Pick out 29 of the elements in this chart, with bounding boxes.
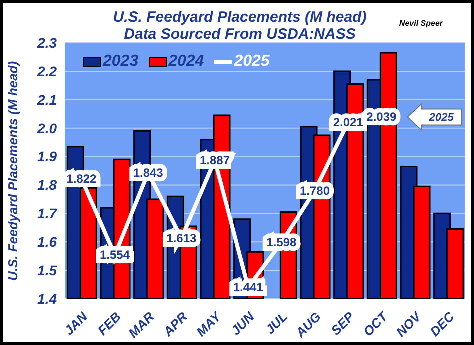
y-tick-label: 1.6: [38, 234, 58, 250]
data-label: 1.887: [200, 153, 230, 168]
arrow-callout: 2025: [406, 103, 462, 132]
chart-subtitle: Data Sourced From USDA:NASS: [124, 26, 356, 43]
data-label: 1.441: [233, 280, 264, 294]
data-label: 2.021: [333, 115, 364, 130]
y-axis-title: U.S. Feedyard Placements (M head): [6, 61, 21, 281]
annotation: 2025: [428, 112, 455, 124]
y-tick-label: 2.1: [36, 92, 58, 108]
chart-title: U.S. Feedyard Placements (M head): [113, 9, 367, 26]
y-tick-label: 2.0: [36, 120, 58, 136]
data-label: 1.780: [300, 184, 330, 198]
y-tick-label: 2.3: [36, 34, 58, 51]
y-tick-label: 1.8: [38, 177, 58, 194]
data-label: 1.822: [66, 172, 98, 186]
data-label: 2.039: [366, 110, 398, 124]
data-label: 1.598: [266, 236, 298, 250]
y-tick-label: 1.9: [38, 148, 58, 165]
y-tick-label: 1.4: [38, 290, 58, 307]
legend-label: 2024: [168, 53, 204, 71]
data-label: 1.554: [100, 248, 130, 262]
y-tick-label: 1.7: [38, 206, 58, 222]
legend-label: 2023: [102, 53, 139, 71]
data-label: 1.843: [133, 166, 164, 180]
y-tick-label: 1.5: [38, 262, 58, 279]
x-tick-label: JUL: [262, 309, 291, 338]
legend-label: 2025: [233, 53, 270, 71]
text: Nevil Speer: [399, 19, 443, 28]
y-tick-label: 2.2: [36, 63, 58, 80]
